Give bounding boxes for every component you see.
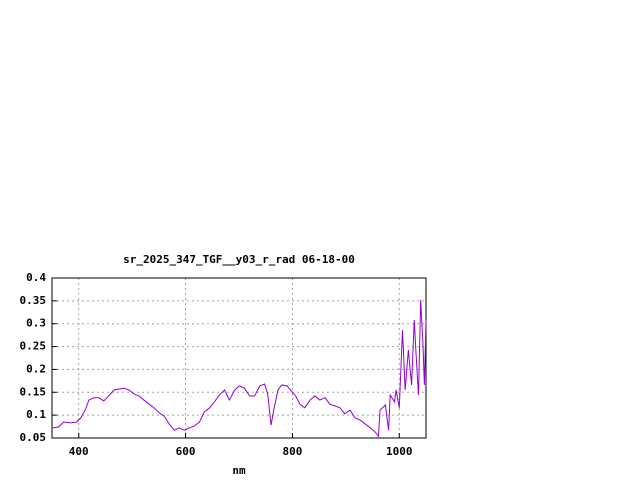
y-tick-label: 0.2 — [26, 362, 46, 375]
x-tick-label: 1000 — [386, 445, 413, 458]
y-tick-label: 0.4 — [26, 271, 46, 284]
plot-frame — [51, 277, 427, 439]
x-tick-label: 400 — [69, 445, 89, 458]
chart-title: sr_2025_347_TGF__y03_r_rad 06-18-00 — [123, 253, 355, 266]
x-tick-label: 800 — [282, 445, 302, 458]
y-tick-label: 0.3 — [26, 317, 46, 330]
x-axis-label: nm — [232, 464, 246, 477]
y-tick-label: 0.25 — [20, 340, 47, 353]
data-line — [51, 299, 427, 438]
y-tick-label: 0.1 — [26, 408, 46, 421]
y-tick-label: 0.05 — [20, 431, 47, 444]
y-tick-label: 0.15 — [20, 385, 47, 398]
y-tick-label: 0.35 — [20, 294, 47, 307]
x-tick-label: 600 — [176, 445, 196, 458]
